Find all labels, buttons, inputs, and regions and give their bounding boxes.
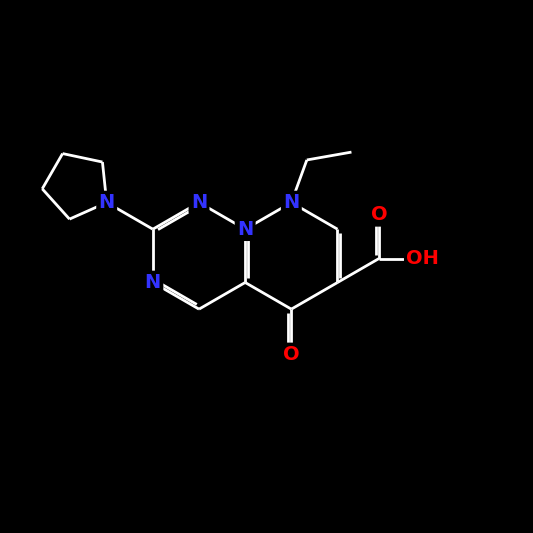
Text: N: N: [145, 273, 161, 292]
Text: N: N: [191, 193, 207, 212]
Text: OH: OH: [406, 249, 439, 268]
Text: O: O: [371, 205, 387, 224]
Text: O: O: [283, 345, 300, 364]
Text: N: N: [237, 220, 253, 239]
Text: N: N: [283, 193, 300, 212]
Text: N: N: [99, 193, 115, 212]
